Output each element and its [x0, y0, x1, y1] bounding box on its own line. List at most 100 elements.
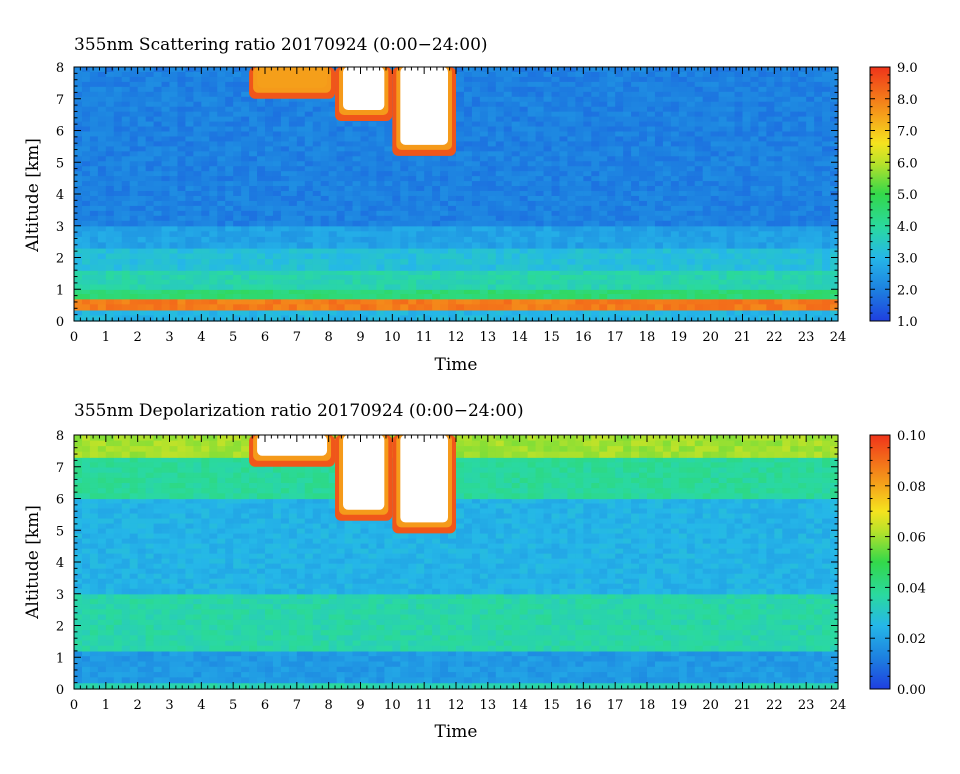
- colorbar-tick-label: 0.00: [897, 683, 926, 698]
- x-tick-label: 3: [165, 698, 173, 713]
- colorbar-tick-label: 8.0: [897, 93, 918, 108]
- x-tick-label: 24: [830, 330, 847, 345]
- y-tick-label: 3: [56, 220, 64, 235]
- x-axis-label: Time: [435, 355, 478, 375]
- colorbar: 0.000.020.040.060.080.10: [870, 429, 926, 698]
- colorbar-tick-label: 0.08: [897, 480, 926, 495]
- y-tick-label: 1: [56, 651, 64, 666]
- y-tick-label: 7: [56, 93, 64, 108]
- x-tick-label: 13: [480, 698, 497, 713]
- depolarization-ratio-panel: 355nm Depolarization ratio 20170924 (0:0…: [23, 401, 926, 742]
- x-tick-label: 1: [102, 698, 110, 713]
- x-tick-label: 21: [734, 330, 751, 345]
- x-tick-label: 12: [448, 698, 465, 713]
- x-tick-label: 2: [134, 330, 142, 345]
- y-tick-label: 0: [56, 315, 64, 330]
- colorbar-tick-label: 4.0: [897, 220, 918, 235]
- x-tick-label: 23: [798, 330, 815, 345]
- x-tick-label: 20: [702, 698, 719, 713]
- y-tick-label: 1: [56, 283, 64, 298]
- colorbar-tick-label: 2.0: [897, 283, 918, 298]
- x-tick-label: 0: [70, 698, 78, 713]
- altitude-layer: [74, 248, 839, 271]
- x-tick-label: 2: [134, 698, 142, 713]
- x-tick-label: 19: [671, 330, 688, 345]
- x-tick-label: 24: [830, 698, 847, 713]
- x-axis-label: Time: [435, 722, 478, 742]
- x-tick-label: 14: [511, 698, 528, 713]
- y-tick-label: 8: [56, 61, 64, 76]
- heatmap-area: [74, 435, 839, 690]
- y-tick-label: 7: [56, 461, 64, 476]
- colorbar-gradient: [870, 435, 890, 689]
- altitude-layer: [74, 270, 839, 290]
- altitude-layer: [74, 499, 839, 595]
- x-tick-label: 6: [261, 698, 269, 713]
- x-tick-label: 17: [607, 330, 624, 345]
- altitude-layer: [74, 594, 839, 652]
- altitude-layer: [74, 651, 839, 683]
- x-tick-label: 6: [261, 330, 269, 345]
- x-tick-label: 19: [671, 698, 688, 713]
- x-tick-label: 22: [766, 698, 783, 713]
- x-tick-label: 11: [416, 698, 433, 713]
- scattering-ratio-panel: 355nm Scattering ratio 20170924 (0:00−24…: [23, 35, 918, 375]
- altitude-layer: [74, 67, 839, 226]
- y-tick-label: 8: [56, 429, 64, 444]
- y-tick-label: 4: [56, 556, 64, 571]
- y-axis-label: Altitude [km]: [23, 138, 43, 253]
- x-tick-label: 18: [639, 330, 656, 345]
- chart-title: 355nm Depolarization ratio 20170924 (0:0…: [74, 401, 524, 421]
- y-tick-label: 0: [56, 683, 64, 698]
- x-tick-label: 10: [384, 698, 401, 713]
- x-tick-label: 9: [356, 698, 364, 713]
- x-tick-label: 11: [416, 330, 433, 345]
- colorbar-tick-label: 0.06: [897, 531, 926, 546]
- heatmap-area: [74, 67, 839, 322]
- x-tick-label: 12: [448, 330, 465, 345]
- x-tick-label: 17: [607, 698, 624, 713]
- colorbar-tick-label: 7.0: [897, 125, 918, 140]
- cloud-feature: [335, 435, 392, 521]
- x-tick-label: 16: [575, 330, 592, 345]
- x-tick-label: 22: [766, 330, 783, 345]
- altitude-layer: [74, 289, 839, 299]
- x-tick-label: 14: [511, 330, 528, 345]
- altitude-layer: [74, 299, 839, 311]
- x-tick-label: 3: [165, 330, 173, 345]
- altitude-layer: [74, 457, 839, 499]
- cloud-feature: [249, 435, 335, 467]
- x-tick-label: 15: [543, 698, 560, 713]
- x-tick-label: 7: [293, 330, 301, 345]
- x-tick-label: 0: [70, 330, 78, 345]
- y-tick-label: 6: [56, 125, 64, 140]
- colorbar-tick-label: 6.0: [897, 156, 918, 171]
- colorbar-tick-label: 1.0: [897, 315, 918, 330]
- x-tick-label: 9: [356, 330, 364, 345]
- y-tick-label: 5: [56, 156, 64, 171]
- x-tick-label: 8: [325, 698, 333, 713]
- x-tick-label: 16: [575, 698, 592, 713]
- colorbar-tick-label: 0.02: [897, 632, 926, 647]
- cloud-feature: [335, 67, 392, 121]
- colorbar-tick-label: 5.0: [897, 188, 918, 203]
- y-tick-label: 6: [56, 493, 64, 508]
- y-tick-label: 2: [56, 620, 64, 635]
- y-tick-label: 2: [56, 252, 64, 267]
- altitude-layer: [74, 226, 839, 249]
- x-tick-label: 18: [639, 698, 656, 713]
- x-tick-label: 20: [702, 330, 719, 345]
- x-tick-label: 13: [480, 330, 497, 345]
- y-tick-label: 5: [56, 524, 64, 539]
- x-tick-label: 5: [229, 330, 237, 345]
- x-tick-label: 1: [102, 330, 110, 345]
- cloud-feature: [392, 435, 456, 533]
- cloud-feature: [392, 67, 456, 156]
- colorbar: 1.02.03.04.05.06.07.08.09.0: [870, 61, 918, 330]
- x-tick-label: 4: [197, 698, 205, 713]
- y-tick-label: 3: [56, 588, 64, 603]
- x-tick-label: 21: [734, 698, 751, 713]
- colorbar-tick-label: 9.0: [897, 61, 918, 76]
- chart-title: 355nm Scattering ratio 20170924 (0:00−24…: [74, 35, 488, 55]
- x-tick-label: 10: [384, 330, 401, 345]
